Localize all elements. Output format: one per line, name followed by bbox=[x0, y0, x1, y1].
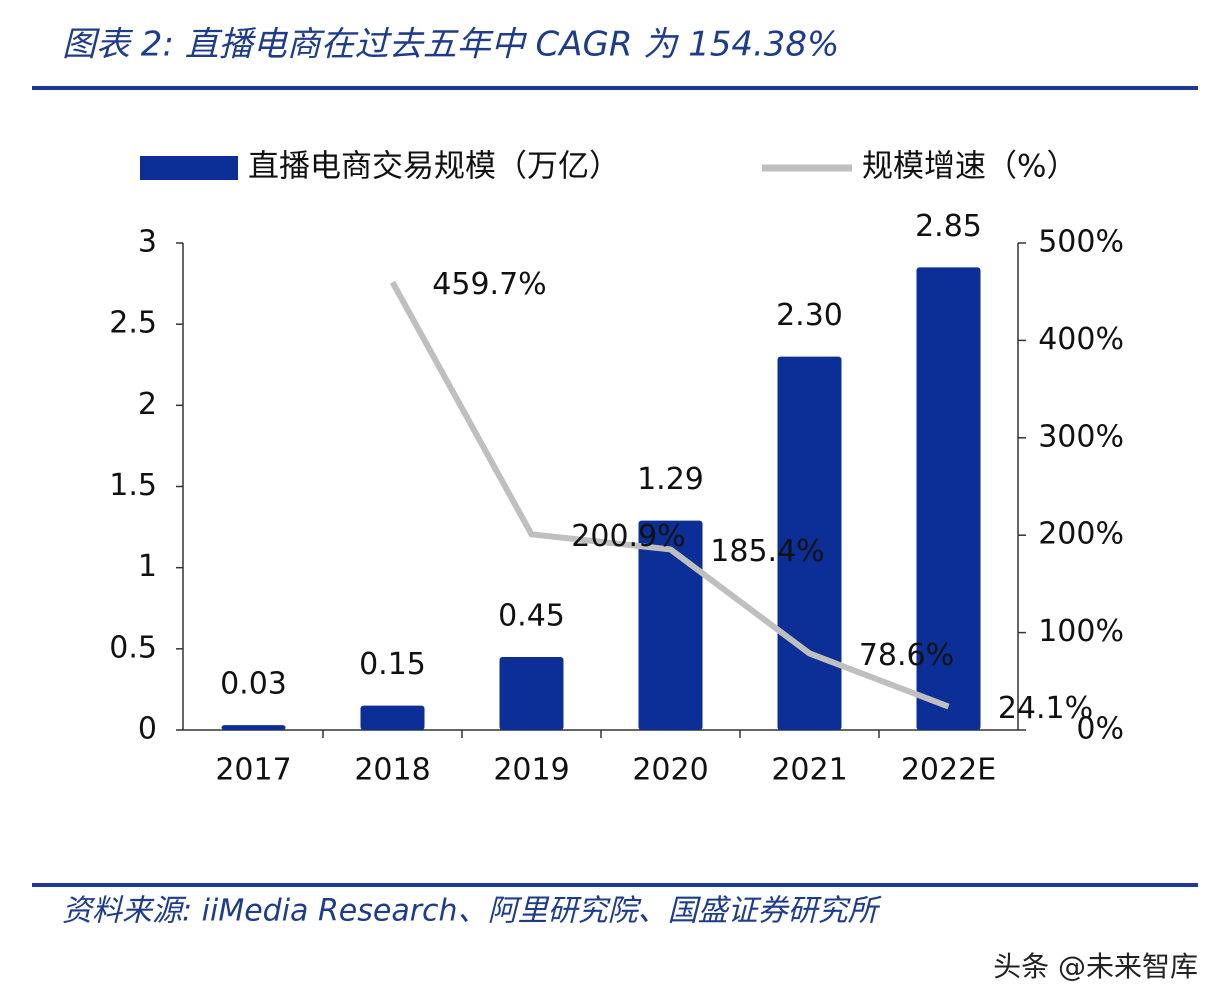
y2-tick-label: 500% bbox=[1038, 225, 1124, 260]
y-tick-label: 0 bbox=[138, 712, 157, 747]
y-tick-label: 1 bbox=[138, 549, 157, 584]
x-tick-label: 2018 bbox=[354, 753, 430, 788]
bar bbox=[360, 705, 425, 730]
bar bbox=[499, 656, 564, 730]
bar-value-label: 2.30 bbox=[776, 298, 843, 333]
bar bbox=[777, 356, 842, 730]
bar bbox=[638, 520, 703, 730]
x-tick-label: 2022E bbox=[901, 753, 996, 788]
y-tick-label: 2 bbox=[138, 387, 157, 422]
y-tick-label: 2.5 bbox=[109, 306, 157, 341]
y2-tick-label: 400% bbox=[1038, 322, 1124, 357]
title-rule bbox=[32, 86, 1198, 90]
footer-rule bbox=[32, 883, 1198, 887]
legend-label: 规模增速（%） bbox=[862, 149, 1077, 185]
x-tick-label: 2021 bbox=[771, 753, 847, 788]
y2-tick-label: 200% bbox=[1038, 517, 1124, 552]
line-value-label: 200.9% bbox=[571, 519, 685, 554]
bar-value-label: 0.15 bbox=[359, 647, 426, 682]
bar bbox=[221, 725, 286, 730]
bar bbox=[916, 267, 981, 730]
x-tick-label: 2019 bbox=[493, 753, 569, 788]
y-tick-label: 0.5 bbox=[109, 630, 157, 665]
bar-value-label: 1.29 bbox=[637, 462, 704, 497]
bar-value-label: 0.45 bbox=[498, 598, 565, 633]
chart-title: 图表 2: 直播电商在过去五年中 CAGR 为 154.38% bbox=[62, 25, 839, 65]
y2-tick-label: 300% bbox=[1038, 419, 1124, 454]
x-tick-label: 2017 bbox=[215, 753, 291, 788]
line-value-label: 24.1% bbox=[998, 691, 1093, 726]
y-tick-label: 3 bbox=[138, 225, 157, 260]
y2-tick-label: 0% bbox=[1076, 712, 1124, 747]
line-value-label: 459.7% bbox=[432, 267, 546, 302]
bar-value-label: 2.85 bbox=[915, 209, 982, 244]
watermark: 头条 @未来智库 bbox=[993, 950, 1198, 983]
line-value-label: 185.4% bbox=[710, 534, 824, 569]
bar-value-label: 0.03 bbox=[220, 667, 287, 702]
y-tick-label: 1.5 bbox=[109, 468, 157, 503]
line-value-label: 78.6% bbox=[859, 638, 954, 673]
x-tick-label: 2020 bbox=[632, 753, 708, 788]
y2-tick-label: 100% bbox=[1038, 614, 1124, 649]
legend-label: 直播电商交易规模（万亿） bbox=[248, 149, 620, 185]
source-note: 资料来源: iiMedia Research、阿里研究院、国盛证券研究所 bbox=[62, 894, 882, 929]
legend-swatch bbox=[140, 156, 238, 180]
growth-line bbox=[389, 280, 950, 710]
